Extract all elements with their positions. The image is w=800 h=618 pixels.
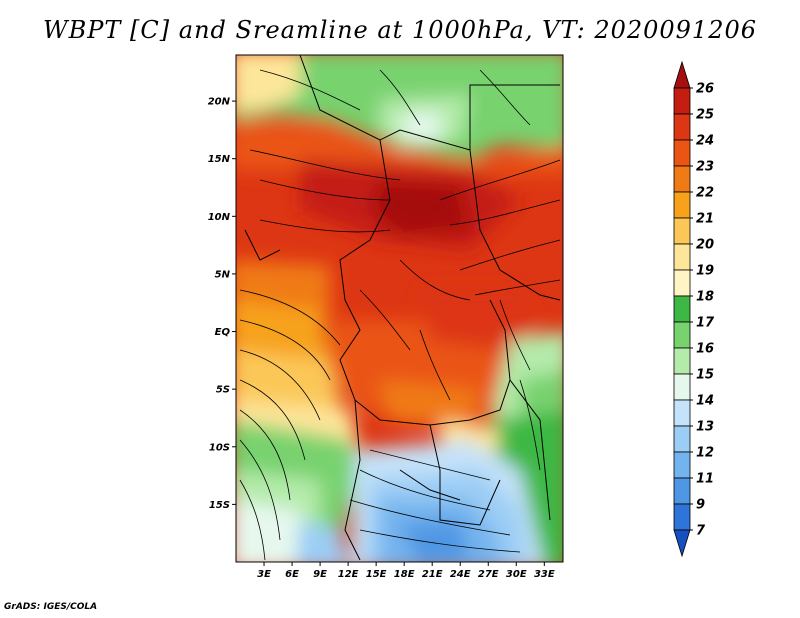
colorbar-swatch [673,165,691,193]
colorbar-label: 7 [696,524,706,539]
colorbar-label: 17 [696,316,715,331]
lat-tick-label: 20N [208,97,231,108]
latitude-axis: 20N 15N 10N 5N EQ 5S 10S 15S [208,97,236,511]
longitude-axis: 3E 6E 9E 12E 15E 18E 21E 24E 27E 30E 33E [257,562,555,580]
lon-tick-label: 21E [422,569,443,580]
lon-tick-label: 3E [257,569,271,580]
colorbar: 26 25 24 23 22 21 20 19 18 17 16 15 14 13 12 11 9 7 [673,60,715,558]
footer-credit: GrADS: IGES/COLA [4,602,98,612]
lat-tick-label: 15N [208,154,231,165]
colorbar-swatch [673,399,691,427]
colorbar-label: 16 [696,342,714,357]
colorbar-swatch [673,269,691,297]
colorbar-label: 13 [696,420,714,435]
lat-tick-label: EQ [215,327,231,338]
lon-tick-label: 30E [506,569,527,580]
colorbar-swatch [673,529,691,558]
lon-tick-label: 18E [394,569,415,580]
colorbar-swatch [673,425,691,453]
lon-tick-label: 6E [285,569,299,580]
lat-tick-label: 15S [209,500,230,511]
colorbar-swatch [673,477,691,505]
lon-tick-label: 24E [450,569,471,580]
lat-tick-label: 5S [216,385,230,396]
lon-tick-label: 27E [478,569,499,580]
colorbar-swatch [673,113,691,141]
colorbar-swatch [673,243,691,271]
streamlines [239,69,561,561]
colorbar-label: 9 [696,498,705,513]
map-panel [236,55,563,562]
colorbar-label: 24 [696,134,714,149]
colorbar-label: 19 [696,264,714,279]
lat-tick-label: 5N [215,269,231,280]
colorbar-label: 11 [696,472,714,487]
colorbar-swatch [673,87,691,115]
colorbar-label: 20 [696,238,714,253]
colorbar-swatch [673,295,691,323]
colorbar-label: 22 [696,186,714,201]
colorbar-swatch [673,321,691,349]
colorbar-swatch [673,503,691,531]
colorbar-swatch [673,191,691,219]
lat-tick-label: 10S [209,442,230,453]
colorbar-label: 26 [696,82,714,97]
colorbar-label: 23 [696,160,714,175]
chart-title: WBPT [C] and Sreamline at 1000hPa, VT: 2… [42,16,758,44]
wbpt-field [236,55,563,562]
colorbar-swatch [673,347,691,375]
colorbar-label: 21 [696,212,714,227]
colorbar-label: 12 [696,446,714,461]
colorbar-label: 14 [696,394,714,409]
colorbar-label: 18 [696,290,714,305]
colorbar-swatch [673,60,691,89]
lat-tick-label: 10N [208,212,231,223]
colorbar-swatch [673,139,691,167]
lon-tick-label: 33E [534,569,555,580]
lon-tick-label: 9E [313,569,327,580]
colorbar-label: 15 [696,368,714,383]
colorbar-swatch [673,451,691,479]
colorbar-swatch [673,373,691,401]
lon-tick-label: 15E [366,569,387,580]
colorbar-swatch [673,217,691,245]
country-borders [244,55,561,561]
map-frame [235,54,564,563]
colorbar-label: 25 [696,108,714,123]
lon-tick-label: 12E [338,569,359,580]
